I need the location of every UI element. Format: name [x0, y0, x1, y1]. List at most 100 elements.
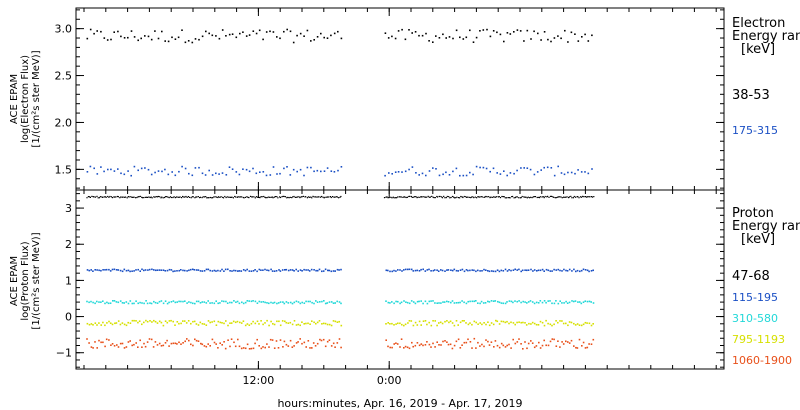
data-point: [224, 268, 227, 271]
proton-ylabel-line-2: log(Proton Flux): [20, 241, 31, 320]
data-point: [404, 323, 407, 326]
data-point: [192, 196, 194, 198]
data-point: [401, 323, 403, 326]
data-point: [434, 302, 436, 304]
data-point: [90, 269, 92, 271]
data-point: [236, 320, 239, 323]
data-point: [145, 300, 147, 302]
data-point: [159, 196, 161, 198]
data-point: [289, 301, 292, 304]
data-point: [448, 321, 450, 324]
data-point: [146, 302, 149, 305]
data-point: [438, 174, 441, 177]
data-point: [306, 166, 309, 169]
data-point: [316, 36, 319, 38]
data-point: [255, 196, 257, 198]
data-point: [194, 167, 197, 169]
electron-ylabel-line-2: log(Electron Flux): [20, 55, 31, 143]
data-point: [514, 268, 516, 271]
data-point: [181, 165, 183, 168]
data-point: [208, 169, 210, 172]
data-point: [107, 195, 109, 198]
data-point: [90, 323, 93, 325]
data-point: [162, 269, 165, 271]
data-point: [203, 323, 206, 325]
data-point: [385, 196, 387, 198]
data-point: [482, 166, 485, 169]
data-point: [244, 269, 247, 272]
data-point: [272, 31, 275, 33]
data-point: [209, 196, 211, 199]
data-point: [434, 346, 436, 348]
data-point: [432, 196, 434, 198]
data-point: [266, 269, 268, 271]
data-point: [591, 34, 593, 37]
data-point: [588, 322, 591, 325]
data-point: [168, 320, 171, 322]
data-point: [129, 300, 132, 302]
data-point: [477, 302, 479, 304]
data-point: [562, 322, 565, 325]
data-point: [121, 270, 124, 273]
data-point: [277, 347, 280, 349]
data-point: [481, 196, 483, 198]
data-point: [453, 268, 456, 271]
data-point: [215, 343, 217, 345]
data-point: [269, 196, 271, 198]
data-point: [311, 347, 313, 349]
data-point: [268, 302, 270, 305]
data-point: [272, 302, 274, 304]
data-point: [270, 196, 272, 198]
data-point: [207, 268, 210, 271]
data-point: [543, 300, 546, 302]
data-point: [516, 29, 519, 31]
data-point: [428, 268, 430, 271]
data-point: [404, 196, 406, 198]
data-point: [545, 268, 548, 271]
data-point: [580, 302, 583, 305]
data-point: [408, 268, 411, 271]
data-point: [258, 268, 261, 271]
data-point: [153, 196, 155, 198]
data-point: [555, 269, 557, 271]
data-point: [397, 300, 399, 303]
data-point: [475, 347, 477, 349]
data-point: [521, 269, 524, 272]
data-point: [475, 300, 477, 302]
data-point: [421, 34, 424, 37]
data-point: [309, 347, 311, 349]
data-point: [278, 269, 280, 271]
data-point: [393, 302, 395, 305]
data-point: [279, 196, 281, 198]
data-point: [494, 300, 497, 302]
data-point: [404, 170, 407, 173]
data-point: [88, 323, 91, 326]
data-point: [228, 166, 231, 168]
data-point: [121, 302, 124, 304]
data-point: [293, 301, 296, 304]
data-point: [147, 168, 150, 171]
data-point: [537, 324, 540, 326]
data-point: [236, 196, 238, 198]
data-point: [229, 301, 231, 304]
data-point: [473, 337, 476, 340]
data-point: [340, 268, 342, 271]
data-point: [552, 196, 554, 198]
data-point: [135, 320, 137, 322]
data-point: [213, 269, 216, 272]
electron-ytick-label: 2.5: [55, 70, 73, 83]
data-point: [252, 167, 254, 170]
data-point: [277, 302, 280, 304]
data-point: [109, 322, 112, 324]
data-point: [127, 36, 129, 39]
data-point: [106, 322, 108, 324]
data-point: [441, 196, 443, 198]
data-point: [153, 319, 155, 322]
data-point: [450, 269, 452, 271]
data-point: [455, 167, 458, 170]
data-point: [500, 342, 503, 345]
data-point: [141, 268, 143, 271]
data-point: [506, 32, 509, 34]
data-point: [275, 340, 278, 342]
data-point: [525, 324, 528, 326]
